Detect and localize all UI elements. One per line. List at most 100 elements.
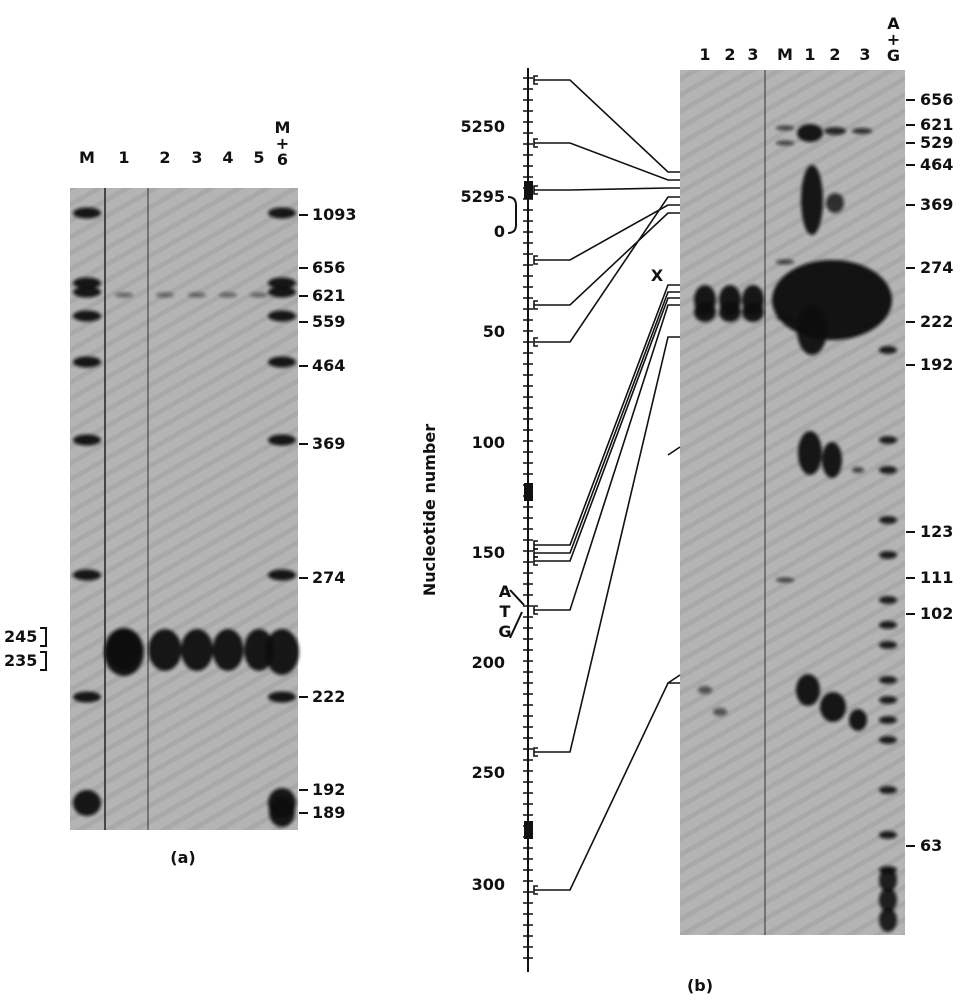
band [73,310,101,322]
band [822,442,842,478]
band [73,691,101,703]
bracket [40,627,47,647]
lane-label: 3 [859,45,871,64]
band [698,686,712,694]
size-marker: 111 [920,568,954,587]
codon-letter: T [499,602,511,621]
gel-a [70,188,298,830]
band [879,888,897,912]
band [719,302,741,322]
band [181,629,213,671]
size-marker: 464 [312,356,346,375]
connector [667,446,681,684]
codon-letter: G [498,622,512,641]
axis-tick-label: 250 [471,763,505,782]
band [268,356,296,368]
lane-label: A+G [884,14,903,62]
band [801,165,823,235]
band [73,207,101,219]
band [879,676,897,684]
band [73,356,101,368]
band [776,259,794,265]
band [268,691,296,703]
lane-label: 2 [724,45,736,64]
lane-label: 3 [747,45,759,64]
band [268,434,296,446]
lane-label: 1 [118,148,130,167]
band [268,277,296,289]
band [796,674,820,706]
codon-pointer [509,589,525,639]
band [797,305,827,355]
band [73,434,101,446]
band [879,621,897,629]
band [713,708,727,716]
band [268,310,296,322]
size-marker: 656 [920,90,954,109]
size-marker: 656 [312,258,346,277]
band [219,292,237,298]
bracket [40,651,47,671]
band [268,207,296,219]
size-marker: 369 [312,434,346,453]
band [879,596,897,604]
lane-label: M [79,148,95,167]
band [879,466,897,474]
band-label: 235 [4,651,38,670]
size-marker: 529 [920,133,954,152]
size-marker: 369 [920,195,954,214]
size-marker: 222 [920,312,954,331]
band [879,868,897,892]
band [879,516,897,524]
size-marker: 559 [312,312,346,331]
size-marker: 192 [920,355,954,374]
band [73,790,101,816]
band [156,292,174,298]
band [776,577,794,583]
axis-title: Nucleotide number [420,423,439,597]
band [269,797,295,827]
band [115,292,133,298]
axis-tick-label: 100 [471,433,505,452]
lane-label: 4 [222,148,234,167]
connector [533,204,680,265]
gel-b [680,70,905,935]
axis-tick-label: 200 [471,653,505,672]
size-marker: 274 [920,258,954,277]
size-marker: 102 [920,604,954,623]
axis-tick-label: 300 [471,875,505,894]
bracket [507,196,517,234]
band [849,709,867,731]
band [879,346,897,354]
band [879,736,897,744]
size-marker: 621 [312,286,346,305]
connector [533,304,680,615]
size-marker: 192 [312,780,346,799]
connector-lines [533,75,681,895]
caption: (b) [686,976,714,995]
axis-tick-label: 0 [493,222,505,241]
axis-block [524,821,533,839]
band [820,692,846,722]
axis-tick-label: 5295 [460,187,505,206]
caption: (a) [170,848,196,867]
band [212,629,244,671]
band [776,125,794,131]
connector [533,297,680,566]
lane-label: M [777,45,793,64]
connector [533,682,680,895]
connector [533,212,680,310]
band [879,786,897,794]
band [798,431,822,475]
codon-letter: A [498,582,512,601]
size-marker: 222 [312,687,346,706]
band [104,628,144,676]
connector [533,291,680,558]
band [879,831,897,839]
connector [533,138,680,181]
connector [533,75,680,173]
band [772,260,892,340]
band [148,629,182,671]
band [879,716,897,724]
